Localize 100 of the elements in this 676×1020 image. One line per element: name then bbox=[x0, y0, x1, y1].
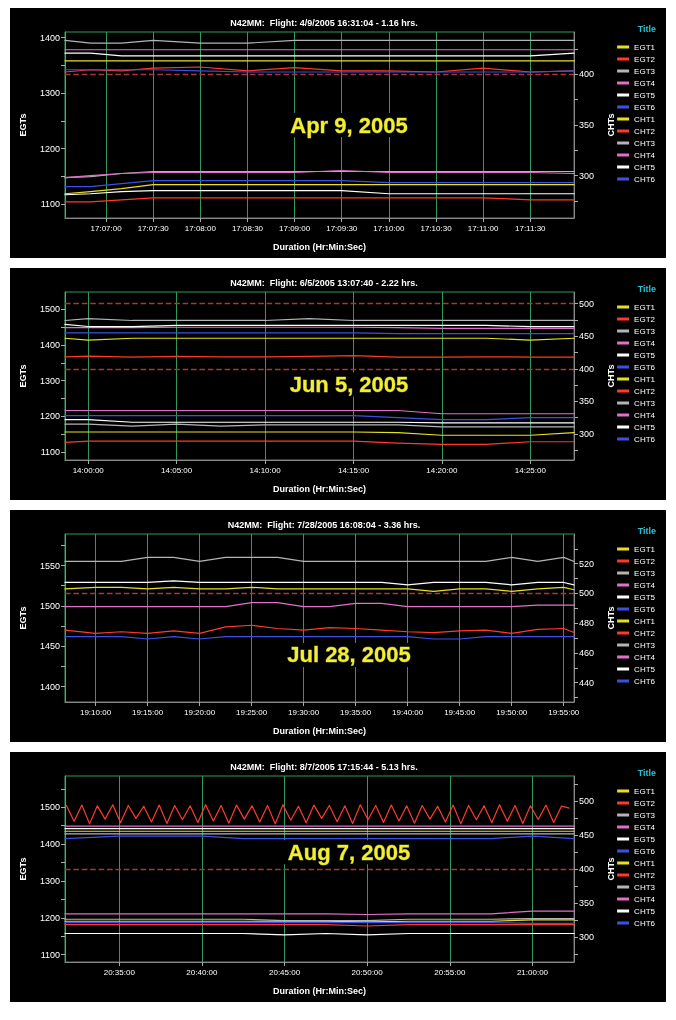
y-tick-label: 1100 bbox=[40, 949, 60, 960]
y-tick-label: 1300 bbox=[39, 375, 60, 386]
legend-label: CHT5 bbox=[634, 162, 656, 172]
chart-title: N42MM: Flight: 8/7/2005 17:15:44 - 5.13 hrs. bbox=[230, 761, 418, 772]
y2-tick-label: 520 bbox=[579, 558, 595, 569]
y-tick-label: 1300 bbox=[39, 875, 60, 886]
chart-title: N42MM: Flight: 6/5/2005 13:07:40 - 2.22 hrs. bbox=[230, 277, 418, 288]
legend-label: EGT6 bbox=[634, 362, 656, 372]
y-tick-label: 1300 bbox=[39, 88, 60, 99]
legend-title: Title bbox=[637, 767, 657, 778]
x-tick-label: 17:09:00 bbox=[279, 223, 311, 233]
y2-axis-title: CHTs bbox=[605, 857, 616, 881]
y2-tick-label: 350 bbox=[579, 396, 595, 407]
x-tick-label: 17:11:00 bbox=[467, 223, 499, 233]
legend-label: CHT6 bbox=[634, 174, 656, 184]
x-tick-label: 14:00:00 bbox=[72, 465, 105, 475]
x-tick-label: 19:10:00 bbox=[79, 707, 112, 717]
legend-label: CHT3 bbox=[634, 138, 656, 148]
x-tick-label: 17:10:30 bbox=[420, 223, 453, 233]
y2-tick-label: 400 bbox=[579, 363, 595, 374]
x-tick-label: 19:30:00 bbox=[288, 707, 320, 717]
x-tick-label: 14:05:00 bbox=[161, 465, 193, 475]
legend-label: EGT3 bbox=[634, 568, 656, 578]
legend-label: EGT6 bbox=[634, 102, 656, 112]
y-axis-title: EGTs bbox=[17, 606, 28, 630]
y-tick-label: 1100 bbox=[40, 199, 60, 210]
y-tick-label: 1400 bbox=[39, 839, 60, 850]
legend-label: CHT1 bbox=[634, 374, 656, 384]
legend-label: EGT1 bbox=[634, 42, 656, 52]
y2-tick-label: 300 bbox=[579, 931, 595, 942]
y-axis-title: EGTs bbox=[17, 857, 28, 881]
legend-label: CHT4 bbox=[634, 410, 656, 420]
chart-title: N42MM: Flight: 4/9/2005 16:31:04 - 1.16 hrs. bbox=[230, 17, 418, 28]
legend-label: EGT1 bbox=[634, 544, 656, 554]
legend-label: EGT3 bbox=[634, 66, 656, 76]
legend-label: EGT3 bbox=[634, 810, 656, 820]
legend-label: CHT3 bbox=[634, 398, 656, 408]
y-tick-label: 1500 bbox=[39, 802, 60, 813]
legend-label: CHT2 bbox=[634, 386, 656, 396]
y-tick-label: 1200 bbox=[39, 912, 60, 923]
y2-tick-label: 350 bbox=[579, 897, 595, 908]
x-tick-label: 17:11:30 bbox=[514, 223, 547, 233]
x-axis-title: Duration (Hr:Min:Sec) bbox=[273, 241, 366, 252]
legend-label: CHT4 bbox=[634, 894, 656, 904]
legend-label: EGT2 bbox=[634, 556, 656, 566]
legend-label: EGT1 bbox=[634, 786, 656, 796]
legend-label: EGT3 bbox=[634, 326, 656, 336]
y2-tick-label: 300 bbox=[579, 428, 595, 439]
x-axis-title: Duration (Hr:Min:Sec) bbox=[273, 483, 366, 494]
legend-label: CHT3 bbox=[634, 882, 656, 892]
x-tick-label: 20:40:00 bbox=[186, 967, 219, 977]
x-tick-label: 17:07:00 bbox=[90, 223, 123, 233]
y-tick-label: 1200 bbox=[39, 143, 60, 154]
chart-title: N42MM: Flight: 7/28/2005 16:08:04 - 3.36 hrs. bbox=[227, 519, 421, 530]
y2-axis-title: CHTs bbox=[605, 113, 616, 137]
legend-label: EGT5 bbox=[634, 834, 656, 844]
x-tick-label: 17:08:30 bbox=[231, 223, 264, 233]
y-tick-label: 1200 bbox=[39, 411, 60, 422]
x-tick-label: 20:45:00 bbox=[268, 967, 301, 977]
y2-tick-label: 500 bbox=[579, 796, 595, 807]
x-tick-label: 19:45:00 bbox=[444, 707, 476, 717]
legend-label: CHT2 bbox=[634, 126, 656, 136]
x-tick-label: 17:07:30 bbox=[137, 223, 170, 233]
x-axis-title: Duration (Hr:Min:Sec) bbox=[273, 985, 366, 996]
legend-label: CHT5 bbox=[634, 906, 656, 916]
x-tick-label: 17:10:00 bbox=[373, 223, 405, 233]
legend-label: EGT6 bbox=[634, 846, 656, 856]
y2-tick-label: 450 bbox=[579, 331, 595, 342]
legend-label: EGT2 bbox=[634, 314, 656, 324]
legend-label: CHT6 bbox=[634, 918, 656, 928]
annotation: Jun 5, 2005 bbox=[289, 371, 409, 397]
y2-tick-label: 500 bbox=[579, 298, 595, 309]
y-tick-label: 1500 bbox=[39, 600, 60, 611]
line-series bbox=[64, 180, 575, 188]
line-series bbox=[65, 804, 570, 825]
legend-label: EGT4 bbox=[634, 78, 656, 88]
y2-tick-label: 440 bbox=[579, 677, 595, 688]
legend-label: CHT5 bbox=[634, 664, 656, 674]
legend-label: EGT4 bbox=[634, 822, 656, 832]
legend-label: CHT4 bbox=[634, 150, 656, 160]
legend-label: CHT1 bbox=[634, 114, 656, 124]
y-axis-title: EGTs bbox=[17, 364, 28, 388]
x-tick-label: 20:35:00 bbox=[103, 967, 136, 977]
legend-label: EGT6 bbox=[634, 604, 656, 614]
y2-axis-title: CHTs bbox=[605, 364, 616, 388]
legend-label: EGT5 bbox=[634, 90, 656, 100]
legend-label: CHT5 bbox=[634, 422, 656, 432]
legend-label: EGT2 bbox=[634, 54, 656, 64]
legend-label: CHT6 bbox=[634, 434, 656, 444]
legend-title: Title bbox=[637, 525, 657, 536]
x-tick-label: 19:15:00 bbox=[131, 707, 164, 717]
y-tick-label: 1550 bbox=[39, 560, 60, 571]
annotation: Aug 7, 2005 bbox=[287, 839, 411, 865]
x-tick-label: 19:40:00 bbox=[392, 707, 424, 717]
y2-tick-label: 480 bbox=[579, 618, 595, 629]
x-tick-label: 14:10:00 bbox=[249, 465, 282, 475]
y2-axis-title: CHTs bbox=[605, 606, 616, 630]
legend-label: CHT2 bbox=[634, 870, 656, 880]
y2-tick-label: 300 bbox=[579, 170, 595, 181]
y-tick-label: 1100 bbox=[40, 446, 60, 457]
